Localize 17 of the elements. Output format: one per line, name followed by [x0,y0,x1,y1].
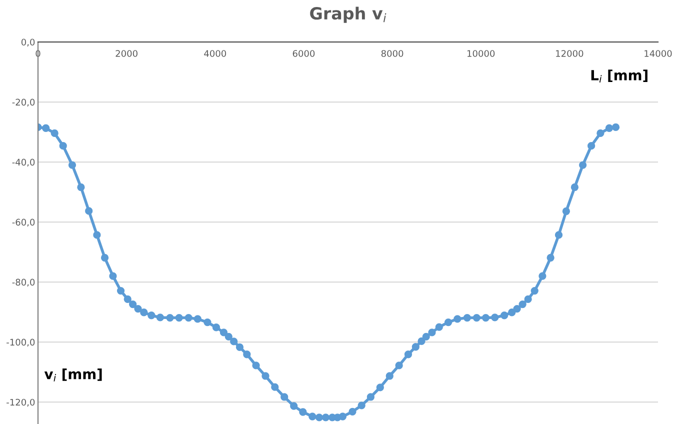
chart-title: Graph v$_{i}$ [310,6,386,23]
x-tick-label: 14000 [644,50,672,57]
x-axis-title: L$_{i}$ [mm] [591,70,648,82]
x-tick-label: 2000 [116,50,138,57]
x-tick-label: 10000 [467,50,495,57]
y-tick-label: -80,0 [12,278,35,287]
y-tick-label: -20,0 [12,98,35,106]
x-tick-label: 12000 [556,50,584,57]
y-tick-label: -120,0 [6,398,35,407]
y-tick-label: 0,0 [21,38,35,46]
y-tick-label: -60,0 [12,218,35,227]
y-axis-title: v$_{i}$ [mm] [44,368,102,382]
x-tick-label: 6000 [292,50,315,57]
y-tick-label: -40,0 [12,158,35,167]
x-tick-label: 4000 [204,50,226,57]
y-tick-label: -100,0 [6,338,35,347]
x-tick-label: 8000 [381,50,404,57]
